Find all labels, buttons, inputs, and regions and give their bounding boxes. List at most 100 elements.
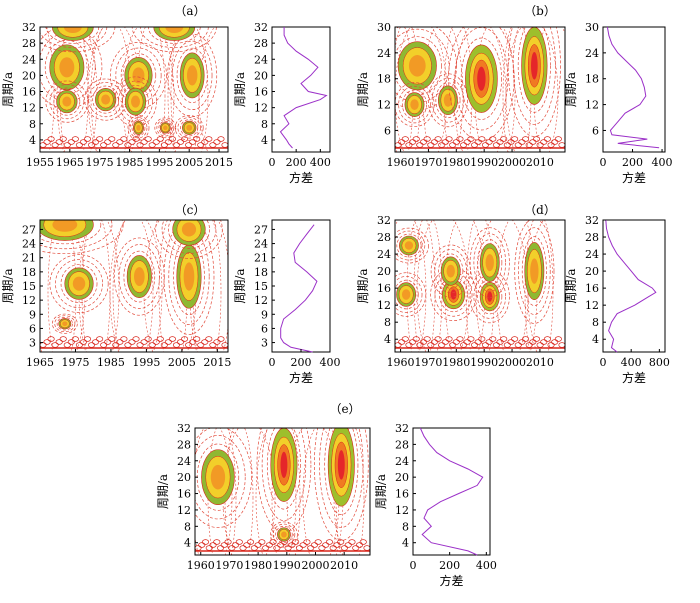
contour-line bbox=[307, 545, 315, 551]
contour-line bbox=[412, 136, 420, 142]
contour-line bbox=[474, 339, 482, 345]
contour-line bbox=[445, 336, 453, 342]
contour-line bbox=[181, 136, 189, 142]
contour-line bbox=[427, 73, 468, 128]
contour-line bbox=[261, 428, 307, 521]
contour-line bbox=[554, 136, 562, 142]
variance-y-tick-label: 20 bbox=[585, 265, 599, 278]
panel-label: （b） bbox=[524, 4, 556, 18]
contour-line bbox=[521, 236, 547, 306]
contour-core-1 bbox=[113, 237, 165, 316]
contour-line bbox=[63, 142, 71, 148]
contour-line bbox=[120, 136, 128, 142]
contour-fill bbox=[183, 262, 195, 291]
contour-line bbox=[395, 276, 423, 313]
x-tick-label: 1960 bbox=[387, 356, 415, 369]
contour-line bbox=[55, 259, 103, 309]
contour-line bbox=[156, 119, 175, 137]
contour-field bbox=[395, 27, 565, 152]
x-tick-label: 2015 bbox=[205, 156, 233, 169]
contour-line bbox=[198, 542, 206, 548]
contour-line bbox=[108, 336, 116, 342]
contour-line bbox=[247, 539, 255, 545]
x-tick-label: 2005 bbox=[175, 156, 203, 169]
contour-line bbox=[92, 139, 100, 145]
contour-line bbox=[395, 227, 429, 264]
variance-y-tick-label: 6 bbox=[592, 124, 599, 137]
contour-core-0 bbox=[40, 27, 103, 109]
y-tick-label: 4 bbox=[384, 333, 391, 346]
contour-line bbox=[121, 27, 175, 152]
contour-fill bbox=[280, 451, 288, 478]
contour-line bbox=[132, 336, 140, 342]
contour-fill bbox=[443, 93, 453, 107]
panel-b: 1960 1970 1980 1990 2000 2010612182430周期/a（b）… bbox=[356, 4, 673, 185]
contour-core-0 bbox=[395, 272, 427, 317]
variance-y-tick-label: 32 bbox=[395, 422, 409, 435]
contour-line bbox=[174, 115, 204, 141]
contour-line bbox=[525, 142, 533, 148]
contour-core-4 bbox=[469, 227, 510, 298]
contour-line bbox=[439, 276, 469, 313]
plot-frame bbox=[394, 26, 566, 153]
variance-y-tick-label: 8 bbox=[592, 316, 599, 329]
contour-line bbox=[434, 336, 442, 342]
contour-line bbox=[124, 342, 132, 348]
contour-line bbox=[205, 336, 213, 342]
y-tick-label: 24 bbox=[377, 47, 391, 60]
variance-x-tick-label: 400 bbox=[652, 156, 673, 169]
contour-line bbox=[517, 27, 551, 113]
contour-line bbox=[140, 339, 148, 345]
y-tick-label: 21 bbox=[22, 252, 36, 265]
contour-line bbox=[416, 142, 424, 148]
variance-x-tick-label: 400 bbox=[310, 156, 331, 169]
panel-label: （c） bbox=[175, 203, 206, 217]
y-tick-label: 32 bbox=[377, 214, 391, 227]
contour-fill bbox=[210, 464, 226, 490]
contour-line bbox=[207, 428, 237, 555]
contour-line bbox=[463, 139, 471, 145]
x-tick-label: 1990 bbox=[470, 156, 498, 169]
contour-fill bbox=[281, 531, 287, 538]
variance-y-tick-label: 6 bbox=[261, 322, 268, 335]
contour-line bbox=[359, 539, 367, 545]
contour-line bbox=[405, 342, 413, 348]
contour-fill bbox=[181, 222, 197, 237]
contour-core-7 bbox=[167, 33, 218, 118]
contour-line bbox=[269, 539, 277, 545]
contour-line bbox=[79, 339, 87, 345]
variance-y-tick-label: 30 bbox=[585, 21, 599, 34]
panel-label: （a） bbox=[174, 4, 205, 18]
contour-line bbox=[558, 342, 565, 348]
contour-line bbox=[441, 339, 449, 345]
contour-line bbox=[118, 244, 160, 309]
contour-line bbox=[201, 539, 210, 545]
contour-line bbox=[340, 545, 349, 551]
y-tick-label: 12 bbox=[22, 102, 36, 115]
contour-line bbox=[434, 272, 473, 317]
contour-core-5 bbox=[514, 220, 555, 324]
contour-line bbox=[469, 227, 510, 298]
plot-frame bbox=[394, 219, 566, 353]
contour-line bbox=[292, 539, 300, 545]
variance-y-tick-label: 24 bbox=[585, 248, 599, 261]
contour-line bbox=[395, 279, 419, 310]
contour-line bbox=[463, 339, 471, 345]
contour-core-3 bbox=[110, 41, 167, 109]
x-tick-label: 2000 bbox=[498, 356, 526, 369]
variance-y-tick-label: 12 bbox=[585, 99, 599, 112]
contour-line bbox=[477, 279, 503, 315]
y-tick-label: 20 bbox=[177, 471, 191, 484]
contour-line bbox=[438, 142, 446, 148]
variance-y-axis-label: 周期/a bbox=[564, 268, 578, 303]
contour-line bbox=[481, 342, 490, 348]
variance-y-tick-label: 18 bbox=[585, 73, 599, 86]
contour-line bbox=[116, 339, 124, 345]
contour-line bbox=[201, 339, 209, 345]
contour-line bbox=[49, 254, 109, 313]
contour-line bbox=[478, 336, 486, 342]
variance-x-tick-label: 400 bbox=[476, 559, 497, 572]
variance-y-tick-label: 28 bbox=[585, 231, 599, 244]
y-axis-label: 周期/a bbox=[1, 72, 15, 107]
y-tick-label: 20 bbox=[377, 265, 391, 278]
